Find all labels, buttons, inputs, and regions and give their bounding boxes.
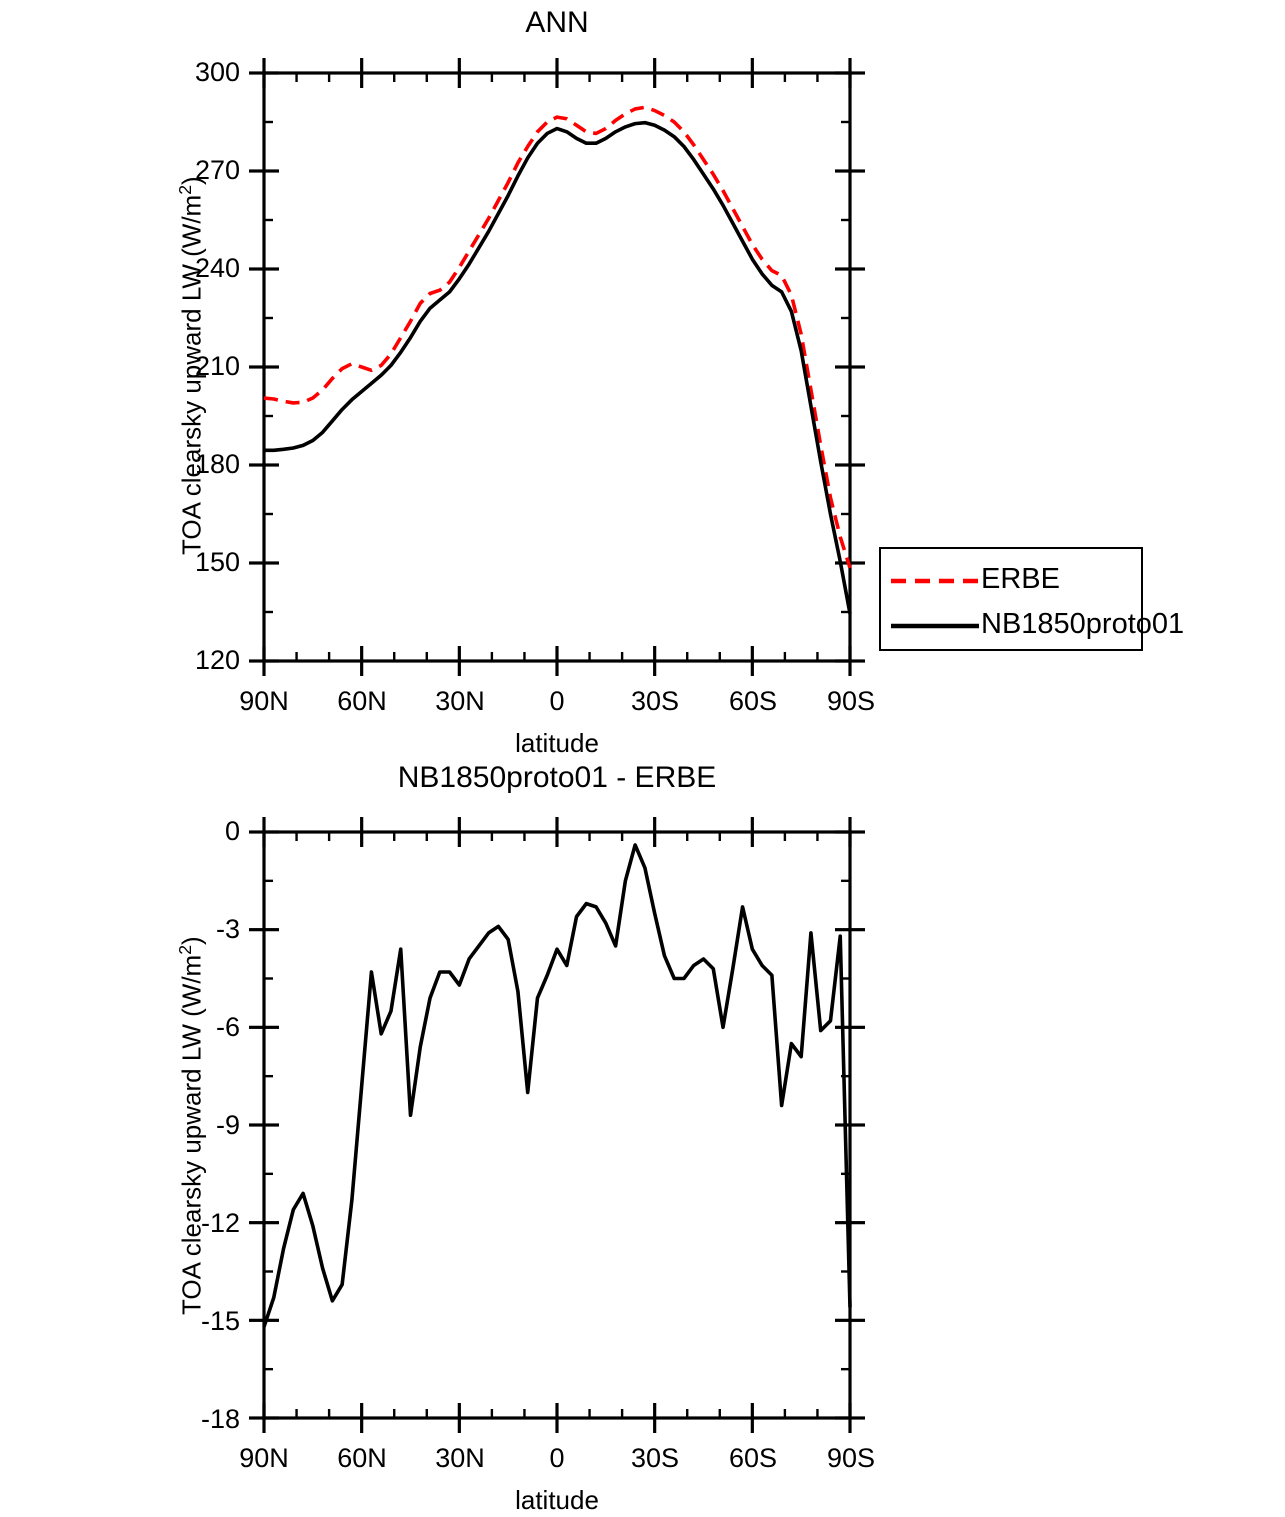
bottom-xtick-0: 0	[549, 1443, 565, 1473]
bottom-ytick-0: 0	[224, 816, 240, 846]
legend-label-nb1850proto01: NB1850proto01	[981, 607, 1185, 640]
legend-swatch-nb1850proto01-solid-line	[889, 622, 981, 629]
top-xtick-60N: 60N	[337, 686, 387, 716]
top-ytick-210: 210	[194, 351, 240, 381]
top-ytick-300: 300	[194, 57, 240, 87]
bottom-xtick-90N: 90N	[239, 1443, 289, 1473]
bottom-ytick-m12: -12	[200, 1208, 240, 1238]
legend-swatch-erbe-dashed-line	[889, 577, 981, 584]
top-xtick-30N: 30N	[435, 686, 485, 716]
top-xtick-90N: 90N	[239, 686, 289, 716]
bottom-ytick-m15: -15	[200, 1306, 240, 1336]
bottom-xtick-30S: 30S	[630, 1443, 680, 1473]
top-ytick-240: 240	[194, 253, 240, 283]
bottom-ytick-m6: -6	[215, 1012, 240, 1042]
bottom-xtick-60S: 60S	[728, 1443, 778, 1473]
top-xtick-0: 0	[549, 686, 565, 716]
top-ytick-120: 120	[194, 645, 240, 675]
chart-legend: ERBE NB1850proto01	[879, 547, 1184, 651]
top-ytick-270: 270	[194, 155, 240, 185]
bottom-xtick-90S: 90S	[826, 1443, 876, 1473]
bottom-xtick-60N: 60N	[337, 1443, 387, 1473]
bottom-ytick-m18: -18	[200, 1404, 240, 1434]
top-chart-plot-area	[249, 58, 865, 676]
legend-entry-erbe: ERBE	[889, 559, 1060, 599]
top-chart-panel: ANN TOA clearsky upward LW (W/m2) 300 27…	[175, 6, 876, 758]
bottom-xtick-30N: 30N	[435, 1443, 485, 1473]
top-xtick-60S: 60S	[728, 686, 778, 716]
legend-label-erbe: ERBE	[981, 562, 1060, 595]
top-panel-title: ANN	[525, 6, 589, 39]
top-ytick-180: 180	[194, 449, 240, 479]
top-xtick-30S: 30S	[630, 686, 680, 716]
top-ytick-150: 150	[194, 547, 240, 577]
bottom-ytick-m3: -3	[215, 914, 240, 944]
top-xtick-90S: 90S	[826, 686, 876, 716]
bottom-ytick-m9: -9	[215, 1110, 240, 1140]
bottom-panel-x-axis-label: latitude	[515, 1485, 599, 1515]
legend-entry-nb1850proto01: NB1850proto01	[889, 604, 1184, 644]
bottom-panel-title: NB1850proto01 - ERBE	[397, 761, 717, 794]
top-panel-x-axis-label: latitude	[515, 728, 599, 758]
